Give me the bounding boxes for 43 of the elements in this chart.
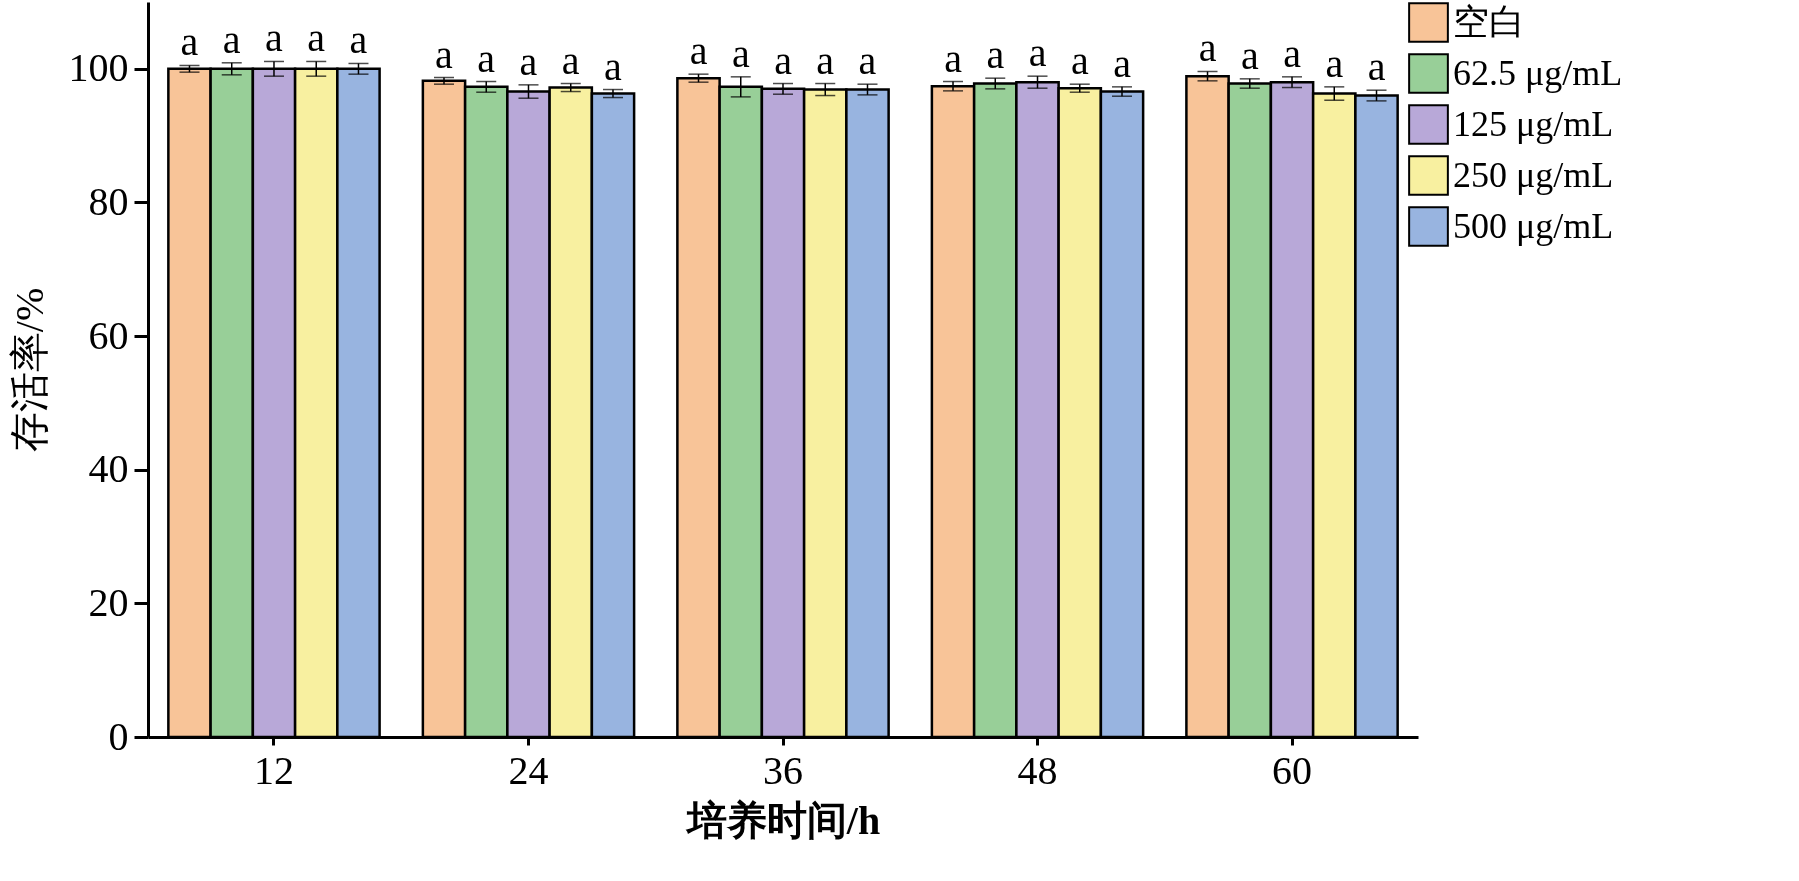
y-axis-title: 存活率/% (6, 287, 52, 453)
data-label: a (349, 17, 368, 63)
data-label: a (222, 16, 241, 62)
legend-label: 125 μg/mL (1453, 103, 1614, 144)
data-label: a (816, 37, 835, 83)
y-tick-label: 80 (88, 178, 129, 224)
x-tick-label: 24 (508, 747, 549, 793)
y-tick-label: 60 (88, 312, 129, 358)
data-label: a (986, 32, 1005, 78)
data-label: a (731, 30, 750, 76)
y-tick-label: 100 (68, 45, 129, 91)
data-label: a (519, 38, 538, 84)
data-label: a (944, 35, 963, 81)
x-tick-label: 48 (1017, 747, 1058, 793)
data-label: a (1070, 38, 1089, 84)
legend-label: 250 μg/mL (1453, 154, 1614, 195)
data-label: a (858, 38, 877, 84)
data-label: a (1113, 40, 1132, 86)
x-axis-title: 培养时间/h (684, 797, 881, 843)
legend-label: 62.5 μg/mL (1453, 52, 1623, 93)
data-label: a (1240, 32, 1259, 78)
data-label: a (180, 19, 199, 65)
data-label: a (307, 15, 326, 61)
data-label: a (477, 35, 496, 81)
legend-label: 空白 (1453, 1, 1525, 42)
legend-label: 500 μg/mL (1453, 205, 1614, 246)
y-tick-label: 40 (88, 446, 129, 492)
data-label: a (1367, 44, 1386, 90)
data-label: a (1325, 40, 1344, 86)
data-label: a (604, 43, 623, 89)
x-tick-label: 12 (253, 747, 294, 793)
y-tick-label: 0 (108, 713, 129, 759)
data-label: a (435, 31, 454, 77)
data-label: a (1198, 25, 1217, 71)
x-tick-label: 36 (763, 747, 803, 793)
x-tick-label: 60 (1272, 747, 1313, 793)
data-label: a (1283, 30, 1302, 76)
data-label: a (561, 37, 580, 83)
data-label: a (774, 37, 793, 83)
y-tick-label: 20 (88, 579, 129, 625)
data-label: a (265, 15, 284, 61)
data-label: a (689, 28, 708, 74)
data-label: a (1028, 30, 1047, 76)
